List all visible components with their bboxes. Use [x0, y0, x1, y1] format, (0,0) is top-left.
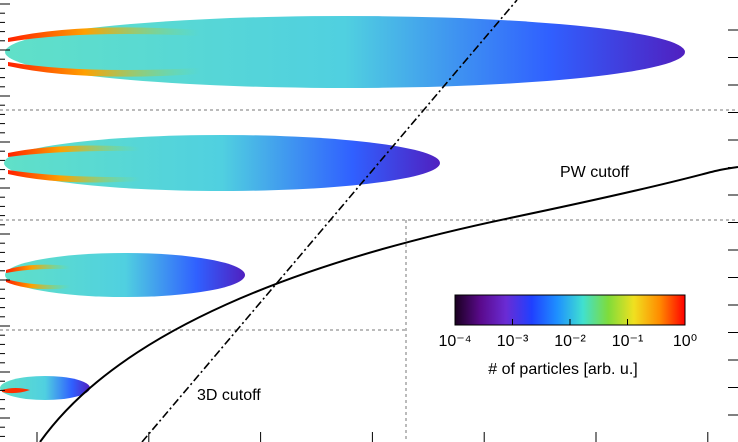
plumes [0, 16, 685, 400]
colorbar-tick-label: 10⁻² [554, 333, 586, 350]
plume [4, 135, 440, 191]
plume-edge [6, 279, 70, 290]
3d-cutoff-line [141, 0, 518, 442]
plume-edge [6, 264, 70, 273]
colorbar-tick-label: 10⁻¹ [612, 333, 644, 350]
plume-edge [8, 170, 140, 183]
plume-edge [2, 388, 30, 394]
plume [5, 253, 245, 297]
pw-cutoff-curve [39, 166, 738, 442]
frame-ticks [0, 3, 738, 442]
colorbar-label: # of particles [arb. u.] [488, 361, 637, 378]
colorbar-tick-label: 10⁻³ [497, 333, 529, 350]
dividers [0, 109, 738, 442]
annotation: 3D cutoff [197, 387, 261, 404]
plume [0, 376, 90, 400]
plume-edge [8, 145, 140, 157]
colorbar-tick-label: 10⁰ [673, 333, 697, 350]
plume [5, 16, 685, 88]
colorbar-tick-label: 10⁻⁴ [438, 333, 471, 350]
plume-edge [8, 62, 200, 77]
plume-edge [8, 27, 200, 42]
annotation: PW cutoff [560, 164, 630, 181]
